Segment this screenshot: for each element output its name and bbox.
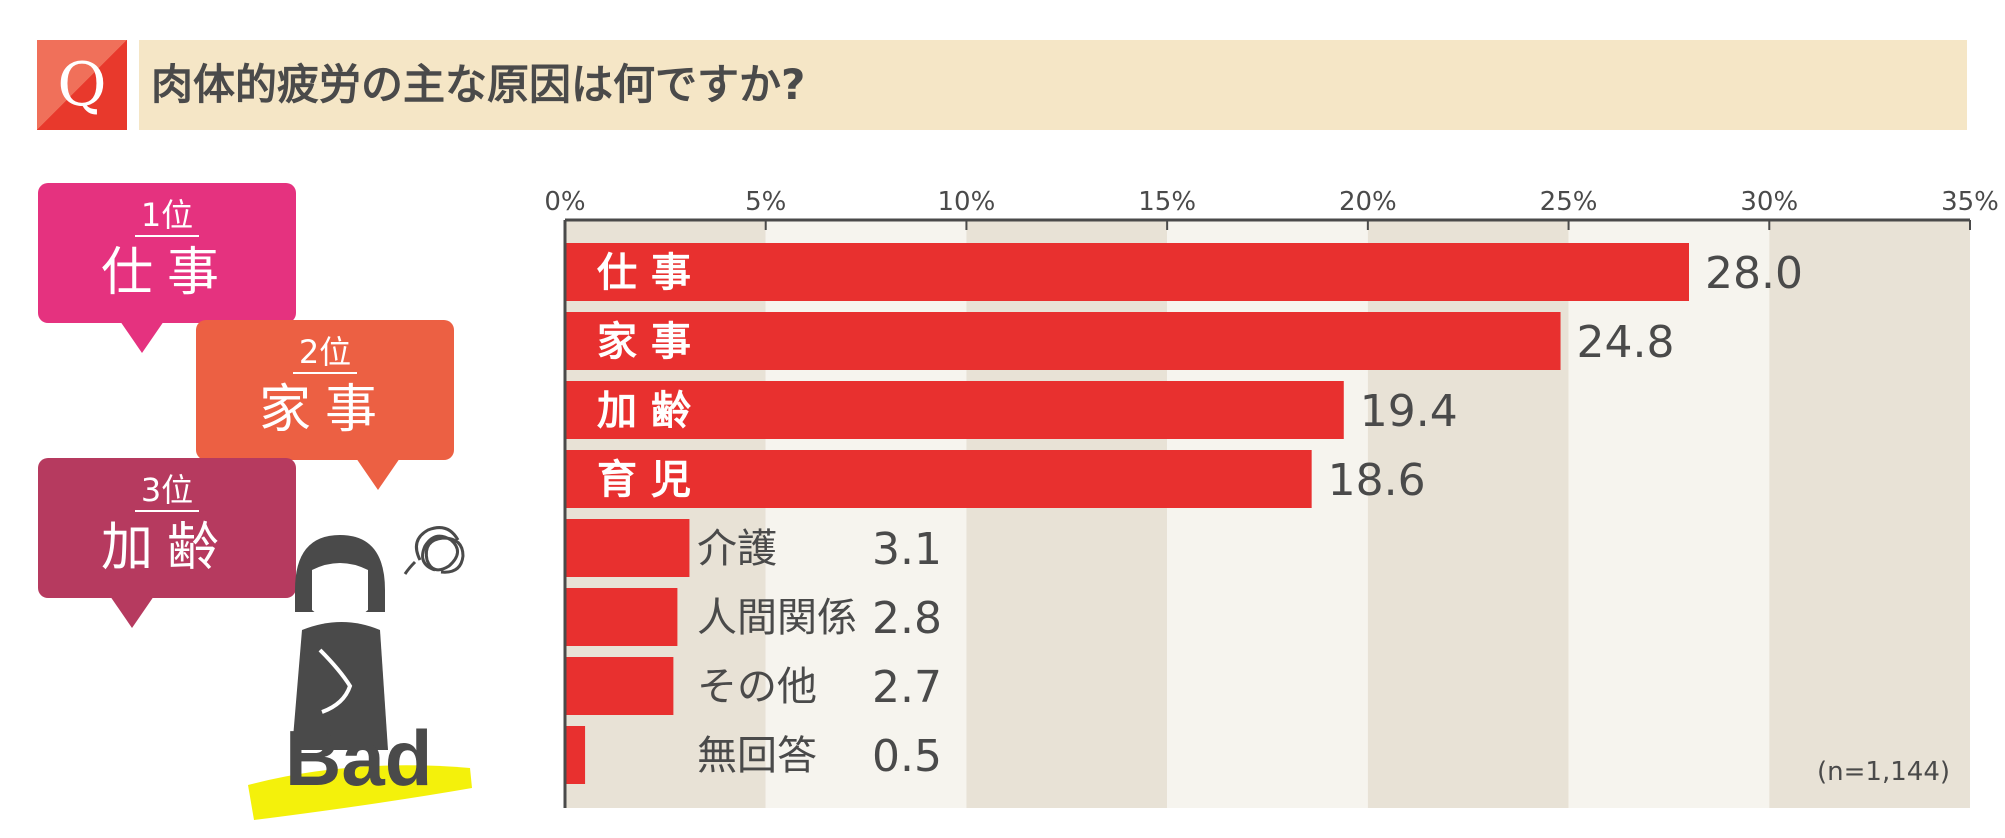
grid-band [765,220,967,808]
grid-band [1367,220,1569,808]
bar-value-label: 0.5 [872,731,942,782]
bar-value-label: 3.1 [872,524,942,575]
bar [565,588,678,646]
rank-name: 仕事 [100,243,233,303]
x-tick-label: 15% [1138,187,1196,217]
rank-bubble-3: 3位 加齢 [38,458,296,628]
x-tick-label: 5% [745,187,786,217]
grid-band [966,220,1168,808]
bar [565,381,1344,439]
bar [565,726,586,784]
worry-scribble-icon [403,526,465,575]
grid-band [565,220,766,808]
rank-label: 3位 [134,470,200,512]
rank-bubble-1: 1位 仕事 [38,183,296,353]
grid-band [1568,220,1770,808]
question-mark-icon: Q [37,40,127,130]
bar-category-label: 育児 [597,457,705,503]
person-silhouette [292,535,388,750]
bar-value-label: 2.8 [872,593,942,644]
bar-value-label: 24.8 [1577,317,1675,368]
bubble-tail [110,596,154,628]
bar-category-label: 家事 [597,319,705,365]
bubble-tail [356,458,400,490]
x-tick-label: 35% [1941,187,1999,217]
sample-size-note: (n=1,144) [1817,757,1950,787]
bar-category-label: 無回答 [697,733,817,779]
bar [565,450,1312,508]
bar-value-label: 28.0 [1705,248,1803,299]
bar-category-label: 加齢 [597,388,705,434]
grid-band [1769,220,1970,808]
grid-band [1167,220,1368,808]
bar-category-label: その他 [697,664,817,710]
x-tick-label: 25% [1540,187,1598,217]
bar-category-label: 仕事 [597,250,705,296]
bar [565,519,690,577]
highlight-stroke [248,765,472,820]
bar-value-label: 2.7 [872,662,942,713]
rank-label: 2位 [292,332,358,374]
bar [565,243,1689,301]
bar-category-label: 介護 [697,526,777,572]
bubble-tail [120,321,164,353]
x-tick-label: 0% [544,187,585,217]
rank-label: 1位 [134,195,200,237]
x-tick-label: 30% [1740,187,1798,217]
bar-value-label: 18.6 [1328,455,1426,506]
x-tick-label: 20% [1339,187,1397,217]
tired-person-illustration: Bad [248,526,472,820]
bar-category-label: 人間関係 [697,595,857,641]
bar-value-label: 19.4 [1360,386,1458,437]
rank-name: 家事 [258,380,391,440]
bar [565,657,674,715]
rank-name: 加齢 [100,518,233,578]
question-title: 肉体的疲労の主な原因は何ですか? [139,40,1967,130]
bar [565,312,1561,370]
rank-bubble-2: 2位 家事 [196,320,454,490]
bad-label: Bad [285,714,432,802]
x-tick-label: 10% [938,187,996,217]
